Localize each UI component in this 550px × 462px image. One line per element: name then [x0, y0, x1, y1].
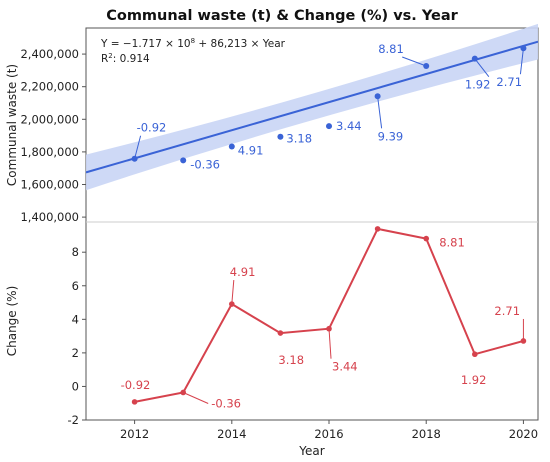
plot-frame — [85, 27, 539, 421]
bottom-y-tick-label: 0 — [72, 379, 79, 393]
plot-border — [85, 27, 539, 421]
top-label-leader-2012 — [134, 135, 142, 159]
equation-rest: + 86,213 × Year — [195, 38, 286, 50]
bottom-point-label-2012: -0.92 — [121, 378, 151, 392]
top-point-label-2013: -0.36 — [190, 157, 220, 171]
top-point-label-2019: 1.92 — [465, 78, 491, 92]
top-point-2014 — [228, 143, 235, 150]
top-label-leader-2018 — [402, 56, 427, 67]
bottom-y-tick-label: 4 — [72, 312, 79, 326]
bottom-point-label-2014: 4.91 — [230, 265, 256, 279]
bottom-point-label-2013: -0.36 — [211, 396, 241, 410]
bottom-point-label-2016: 3.44 — [332, 360, 358, 374]
regression-equation: Y = −1.717 × 108 + 86,213 × Year R2: 0.91… — [100, 37, 286, 65]
bottom-point-label-2020: 2.71 — [494, 304, 520, 318]
bottom-label-leader-2013 — [183, 392, 209, 404]
x-tick-label-2014: 2014 — [217, 427, 246, 441]
top-point-2015 — [277, 133, 284, 140]
bottom-y-axis-title: Change (%) — [5, 286, 19, 357]
bottom-point-label-2019: 1.92 — [461, 373, 487, 387]
top-label-leader-2017 — [377, 96, 383, 129]
top-label-leader-2020 — [519, 48, 524, 75]
change-point-2018 — [423, 235, 430, 242]
bottom-point-labels: -0.92 -0.36 4.91 3.18 3.44 8.81 1.92 2.71 — [121, 236, 524, 410]
change-point-2020 — [520, 338, 527, 344]
top-point-label-2018: 8.81 — [378, 42, 404, 56]
top-point-label-2016: 3.44 — [336, 119, 362, 133]
top-y-tick-label: 2,400,000 — [20, 47, 79, 61]
change-point-2019 — [472, 351, 478, 358]
bottom-label-leader-2014 — [231, 280, 235, 305]
top-label-leader-2019 — [474, 58, 490, 77]
top-point-label-2015: 3.18 — [286, 132, 312, 146]
bottom-y-tick-label: 6 — [72, 279, 79, 293]
r-squared-exponent: 2 — [108, 52, 112, 60]
equation-line: Y = −1.717 × 108 + 86,213 × Year — [100, 37, 286, 50]
bottom-y-tick-label: 8 — [72, 245, 79, 259]
bottom-point-label-2018: 8.81 — [439, 236, 465, 250]
equation-main: Y = −1.717 × 10 — [100, 38, 191, 50]
top-point-label-2014: 4.91 — [238, 144, 264, 158]
top-point-2013 — [180, 157, 187, 164]
top-y-tick-label: 2,000,000 — [20, 112, 79, 126]
bottom-y-tick-label: 2 — [72, 346, 79, 360]
change-point-2015 — [277, 330, 284, 336]
trend-line — [85, 40, 539, 174]
r-squared: R2: 0.914 — [101, 52, 150, 65]
change-point-2012 — [131, 399, 138, 405]
top-point-labels: -0.92 -0.36 4.91 3.18 3.44 9.39 8.81 1.92 2.71 — [134, 42, 524, 171]
chart-title: Communal waste (t) & Change (%) vs. Year — [106, 8, 458, 24]
x-tick-label-2012: 2012 — [120, 427, 149, 441]
bottom-y-tick-label: -2 — [68, 413, 79, 427]
top-y-axis-title: Communal waste (t) — [5, 64, 19, 186]
top-point-2016 — [326, 123, 333, 130]
bottom-label-leader-2016 — [328, 328, 332, 359]
change-point-2017 — [374, 226, 381, 232]
x-tick-label-2016: 2016 — [314, 427, 343, 441]
trend-line-path — [85, 40, 539, 174]
top-point-label-2020: 2.71 — [496, 75, 522, 89]
axes: 2012 2014 2016 2018 2020 Year 1,400,000 1,600,0… — [5, 47, 538, 458]
r-squared-label: R — [101, 53, 108, 65]
top-y-tick-label: 1,400,000 — [20, 210, 79, 224]
top-y-tick-label: 1,600,000 — [20, 178, 79, 192]
r-squared-value: : 0.914 — [113, 53, 150, 65]
equation-exponent: 8 — [191, 37, 195, 45]
x-tick-label-2018: 2018 — [412, 427, 441, 441]
top-y-tick-label: 2,200,000 — [20, 80, 79, 94]
x-tick-label-2020: 2020 — [509, 427, 538, 441]
bottom-point-label-2015: 3.18 — [278, 353, 304, 367]
top-y-tick-label: 1,800,000 — [20, 145, 79, 159]
top-point-label-2017: 9.39 — [378, 129, 404, 143]
top-point-label-2012: -0.92 — [137, 121, 167, 135]
x-axis-title: Year — [298, 444, 324, 458]
